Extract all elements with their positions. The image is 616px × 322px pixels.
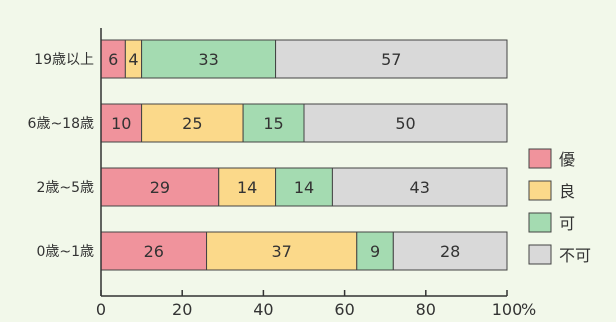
bar-segment	[206, 231, 358, 271]
x-unit-label: %	[521, 300, 536, 319]
x-tick-label: 80	[416, 300, 436, 319]
legend-label: 不可	[559, 246, 591, 265]
x-tick-label: 20	[172, 300, 192, 319]
data-label: 4	[128, 50, 138, 69]
data-label: 14	[294, 178, 314, 197]
data-label: 43	[410, 178, 430, 197]
category-label: 6歳~18歳	[28, 116, 94, 132]
data-label: 29	[150, 178, 170, 197]
bar-segment	[218, 167, 277, 207]
bar-segment	[100, 103, 143, 143]
data-label: 37	[271, 242, 291, 261]
data-label: 10	[111, 114, 131, 133]
bar-segment	[392, 231, 508, 271]
data-label: 6	[108, 50, 118, 69]
data-label: 9	[370, 242, 380, 261]
category-label: 19歳以上	[34, 52, 94, 68]
data-label: 15	[263, 114, 283, 133]
x-tick-label: 40	[253, 300, 273, 319]
data-label: 33	[198, 50, 218, 69]
x-tick-label: 60	[334, 300, 354, 319]
data-label: 28	[440, 242, 460, 261]
x-tick-label: 0	[96, 300, 106, 319]
data-label: 57	[381, 50, 401, 69]
category-label: 0歳~1歳	[36, 244, 94, 260]
bar-segment	[100, 231, 208, 271]
bar-segment	[141, 103, 244, 143]
bar-segment	[242, 103, 305, 143]
bar-segment	[275, 39, 508, 79]
legend-swatch	[528, 212, 552, 233]
category-label: 2歳~5歳	[36, 180, 94, 196]
bar-segment	[331, 167, 508, 207]
bar-segment	[141, 39, 277, 79]
legend-label: 可	[559, 214, 575, 233]
legend-swatch	[528, 244, 552, 265]
data-label: 50	[395, 114, 415, 133]
legend-swatch	[528, 148, 552, 169]
data-label: 14	[237, 178, 257, 197]
data-label: 26	[144, 242, 164, 261]
legend-label: 優	[559, 150, 575, 169]
x-tick-label: 100	[492, 300, 523, 319]
data-label: 25	[182, 114, 202, 133]
bar-segment	[303, 103, 508, 143]
bar-segment	[275, 167, 333, 207]
bar-segment	[356, 231, 394, 271]
legend-swatch	[528, 180, 552, 201]
legend-label: 良	[559, 182, 575, 201]
